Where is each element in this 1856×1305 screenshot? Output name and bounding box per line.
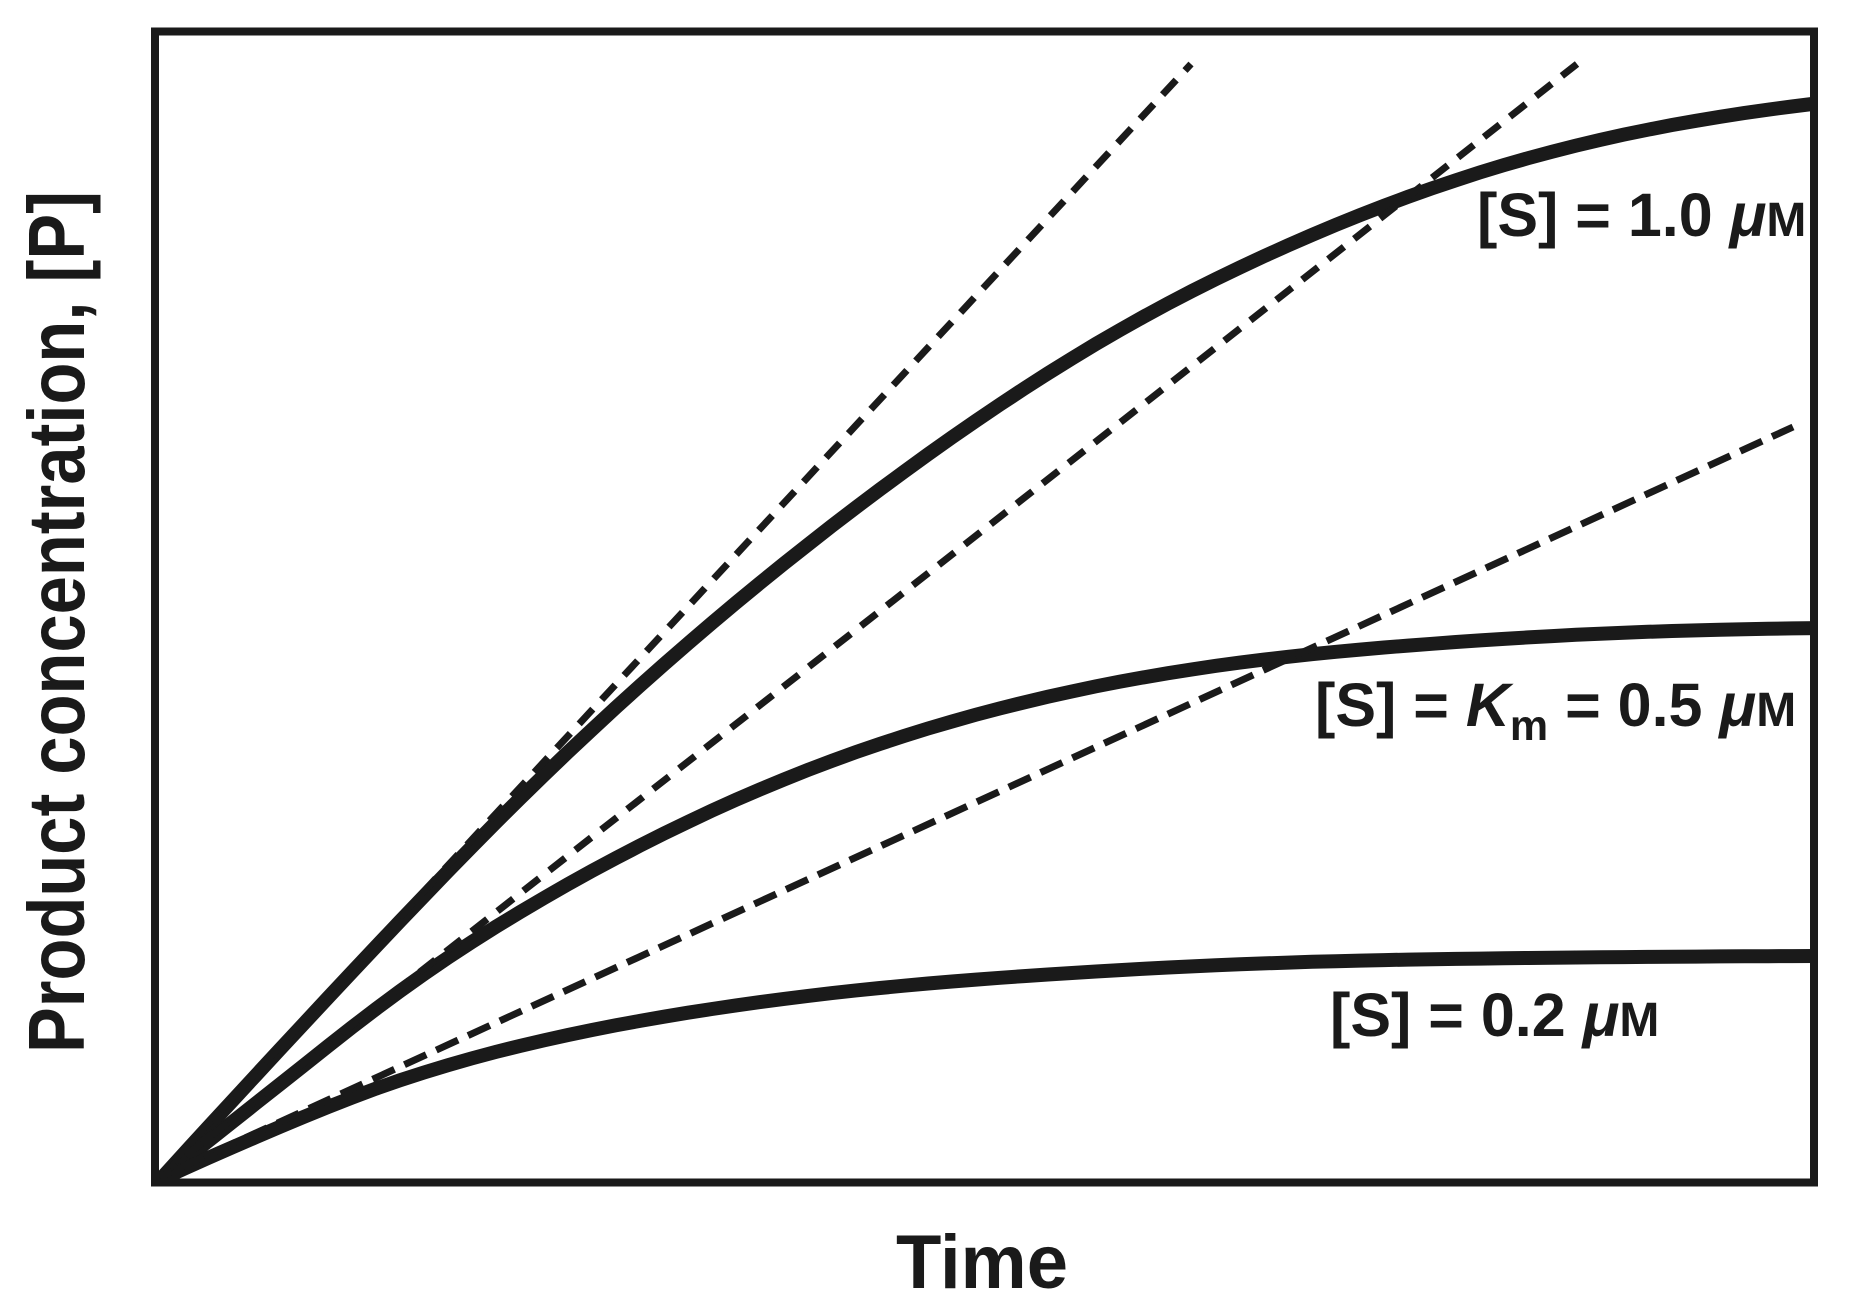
svg-text:[S] = Km = 0.5 μM: [S] = Km = 0.5 μM [1315,671,1796,750]
svg-text:[S] = 0.2 μM: [S] = 0.2 μM [1330,981,1659,1049]
svg-text:Product concentration, [P]: Product concentration, [P] [12,191,101,1053]
svg-text:[S] = 1.0 μM: [S] = 1.0 μM [1477,181,1806,249]
svg-text:Time: Time [896,1220,1068,1300]
